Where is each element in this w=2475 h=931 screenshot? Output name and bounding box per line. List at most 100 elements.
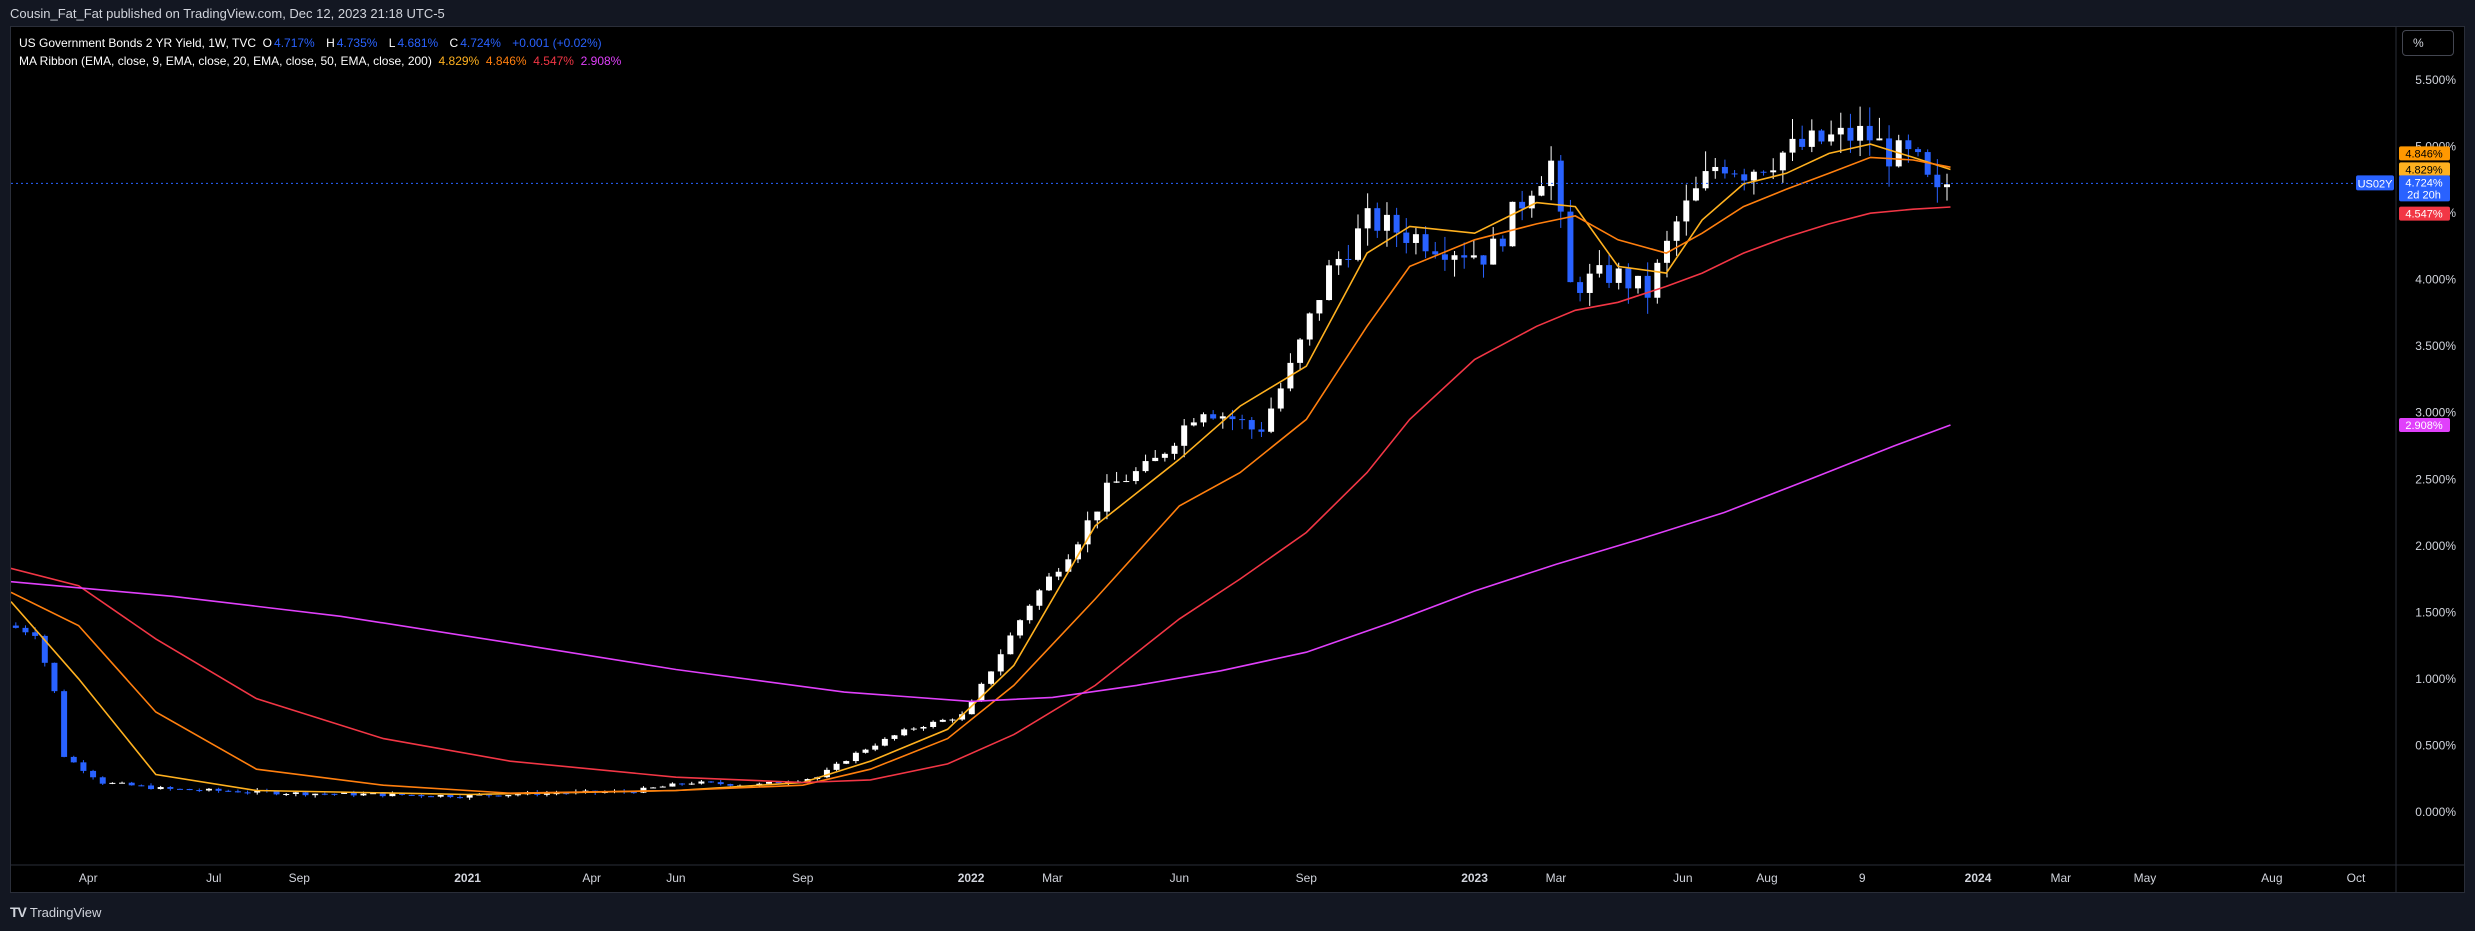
candle-body [1345,258,1352,260]
candle-body [688,783,695,785]
candle-body [80,762,87,771]
candle-body [128,782,135,786]
candle-body [1615,268,1622,283]
price-tag-ema200: 2.908% [2405,420,2443,432]
candle-body [1509,201,1516,247]
tradingview-brand: TradingView [29,905,102,920]
candle-body [1770,170,1777,173]
candle-body [543,793,550,795]
candle-body [1393,214,1400,233]
ohlc-close-label: C [449,36,459,50]
y-tick-label: 0.500% [2415,738,2456,752]
x-tick-label: 2022 [958,871,985,885]
candle-body [148,785,155,790]
candle-body [273,791,280,795]
x-tick-label: Apr [582,871,601,885]
candle-body [331,793,338,795]
candle-body [1306,313,1313,340]
candle-body [1258,429,1265,432]
candle-body [370,793,377,795]
candle-body [1934,174,1941,188]
candle-body [321,793,328,795]
bar-countdown: 2d 20h [2407,189,2441,201]
candle-body [1432,251,1439,255]
candle-body [1779,152,1786,171]
candle-body [1673,221,1680,241]
candle-body [1741,174,1748,181]
candle-body [1161,453,1168,458]
percent-scale-button[interactable]: % [2402,30,2454,56]
candle-body [1905,140,1912,150]
candle-body [978,683,985,701]
price-chart[interactable]: 0.000% 0.500% 1.000% 1.500% 2.000% 2.500% 3.00… [11,27,2464,892]
candle-body [775,781,782,784]
price-tag-ema20-bg [2399,146,2450,161]
x-tick-label: Mar [1042,871,1063,885]
candle-body [1470,255,1477,258]
y-tick-label: 3.000% [2415,406,2456,420]
candle-body [186,789,193,791]
candle-body [852,752,859,762]
candle-body [1171,445,1178,454]
candle-body [1200,414,1207,423]
candle-body [1548,160,1555,187]
candle-body [138,785,145,787]
y-tick-label: 5.500% [2415,73,2456,87]
candle-body [930,721,937,727]
candle-body [1074,544,1081,560]
candle-body [283,793,290,795]
candle-body [939,719,946,722]
tradingview-logo[interactable]: TV TradingView [10,904,101,920]
candle-body [341,792,348,794]
candle-body [1866,125,1873,141]
candle-body [640,787,647,793]
candle-body [1316,300,1323,314]
candle-body [1055,571,1062,577]
candle-body [99,777,106,784]
candle-body [1142,461,1149,472]
x-tick-label: Mar [2050,871,2071,885]
price-tag-ema200-bg [2399,417,2450,432]
ohlc-change: +0.001 (+0.02%) [512,36,602,50]
candle-body [1731,173,1738,175]
x-tick-label: Aug [2261,871,2282,885]
candle-body [1519,201,1526,209]
candle-body [1046,576,1052,591]
candle-body [1335,258,1342,266]
candle-body [1625,268,1632,289]
candle-body [1103,482,1110,512]
candle-body [408,794,415,796]
candle-body [1065,559,1072,572]
x-tick-label: Jun [1170,871,1189,885]
price-tag-ema9: 4.829% [2405,164,2443,176]
chart-pane[interactable]: 0.000% 0.500% 1.000% 1.500% 2.000% 2.500% 3.00… [10,26,2465,893]
candle-body [32,632,39,636]
plot-area[interactable] [11,27,2396,865]
price-tag-ema20: 4.846% [2405,148,2443,160]
candle-body [553,793,560,795]
candle-body [437,795,444,797]
candle-body [949,719,956,721]
candle-body [51,662,58,692]
x-tick-label: Sep [792,871,814,885]
y-tick-label: 1.000% [2415,672,2456,686]
candle-body [485,794,492,796]
y-tick-label: 0.000% [2415,805,2456,819]
price-tag-ema9-bg [2399,162,2450,177]
candle-body [910,728,917,730]
candle-body [495,795,502,797]
ohlc-low-value: 4.681% [397,36,439,50]
candle-body [379,793,386,797]
ema-line-ema-200 [11,424,1951,703]
candle-body [205,788,212,791]
candle-body [1026,605,1033,621]
candle-body [447,795,454,798]
y-tick-label: 2.000% [2415,539,2456,553]
candle-body [1248,420,1255,430]
candle-body [244,792,251,794]
candle-body [968,700,975,715]
candle-body [167,787,174,789]
candle-body [1847,127,1854,141]
candle-body [698,781,705,784]
x-tick-label: 2021 [454,871,481,885]
